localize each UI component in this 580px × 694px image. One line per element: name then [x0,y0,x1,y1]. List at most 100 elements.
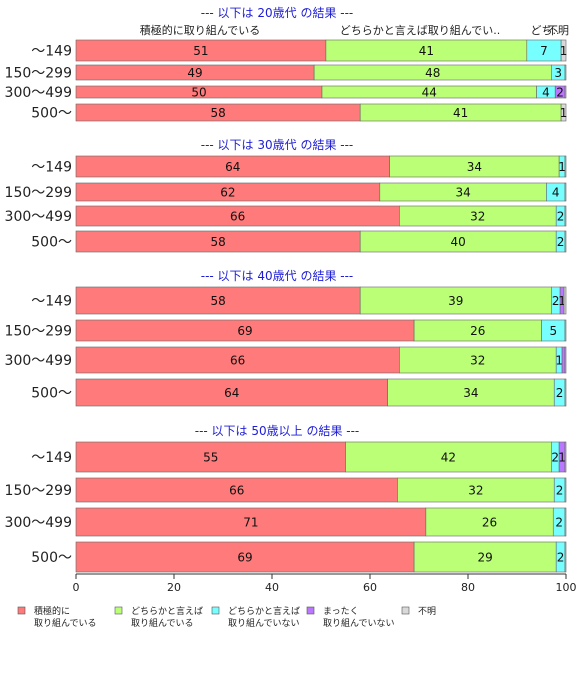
data-label: 51 [193,44,208,58]
column-header: どち.. [531,24,560,37]
bar-segment [397,477,555,503]
bar-segment [561,346,566,374]
panel-titles: --- 以下は 20歳代 の結果 --- --- 以下は 30歳代 の結果 ---… [195,6,360,438]
column-header: どちらかと言えば取り組んでい.. [340,24,500,37]
category-label: 300～499 [5,515,72,531]
category-label: ～149 [31,294,72,310]
data-label: 34 [467,160,482,174]
data-label: 69 [237,324,252,338]
data-label: 2 [557,551,565,565]
data-label: 58 [210,106,225,120]
bar-segment [413,541,557,573]
category-label: 500～ [31,386,72,402]
bar-segment [564,155,567,178]
bar-segment [560,39,567,62]
legend-label: 取り組んでいる [34,617,97,629]
data-label: 34 [463,386,478,400]
bar-segment [75,346,400,374]
data-label: 2 [556,484,564,498]
data-label: 66 [230,210,245,224]
data-label: 50 [191,86,206,100]
data-label: 64 [224,386,239,400]
data-label: 2 [556,86,564,100]
bar-segment [563,286,567,315]
x-tick-label: 20 [167,581,181,594]
data-label: 32 [468,484,483,498]
legend-swatch [17,606,26,615]
category-label: ～149 [31,450,72,466]
panel-title: --- 以下は 20歳代 の結果 --- [201,6,354,20]
bar-segment [425,507,554,537]
bar-segment [564,182,567,202]
column-headers: 積極的に取り組んでいる どちらかと言えば取り組んでい.. どち..不明 [140,23,569,37]
bar-segment [564,319,567,342]
data-label: 1 [558,160,566,174]
data-label: 2 [557,210,565,224]
data-label: 64 [225,160,240,174]
panel-title: --- 以下は 30歳代 の結果 --- [201,138,354,152]
bar-segment [564,230,567,253]
legend-label: どちらかと言えば [228,605,300,617]
data-label: 2 [552,294,560,308]
category-label: 150～299 [5,483,72,499]
bar-segment [75,441,346,473]
data-label: 55 [203,451,218,465]
bar-segment [564,64,567,81]
category-label: 300～499 [5,85,72,101]
x-tick-label: 60 [363,581,377,594]
data-label: 32 [470,210,485,224]
category-label: 500～ [31,235,72,251]
data-label: 42 [441,451,456,465]
data-label: 41 [453,106,468,120]
category-labels: ～149 150～299 300～499 500～ ～149 150～299 300～499… [5,44,72,567]
category-label: 150～299 [5,185,72,201]
bar-segment [75,286,361,315]
data-label: 40 [451,235,466,249]
data-label: 58 [210,235,225,249]
legend-swatch [306,606,315,615]
data-label: 58 [210,294,225,308]
category-label: ～149 [31,160,72,176]
category-label: ～149 [31,44,72,60]
bar-segment [359,286,552,315]
legend-swatch [211,606,220,615]
bar-segment [564,507,567,537]
bar-segment [564,378,567,407]
bar-segment [564,346,567,374]
data-label: 1 [558,451,566,465]
column-header: 積極的に取り組んでいる [140,23,260,37]
bar-segment [75,378,388,407]
data-label: 48 [425,66,440,80]
legend-label: どちらかと言えば [131,605,203,617]
data-label: 1 [558,294,566,308]
data-label: 49 [187,66,202,80]
data-label: 34 [455,186,470,200]
legend: 積極的に取り組んでいるどちらかと言えば取り組んでいるどちらかと言えば取り組んでい… [17,605,436,629]
bars: 51 41 7 149 48 350 44 4 258 41 164 34 162 34 466 32 258 4… [75,39,568,573]
data-label: 41 [419,44,434,58]
bar-segment [564,85,567,99]
legend-label: 取り組んでいない [228,617,300,629]
data-label: 44 [422,86,437,100]
panel-title: --- 以下は 40歳代 の結果 --- [201,269,354,283]
bar-segment [564,477,567,503]
legend-label: 不明 [418,606,436,617]
bar-segment [75,541,415,573]
legend-label: 取り組んでいる [131,617,194,629]
panel-title: --- 以下は 50歳以上 の結果 --- [195,424,360,438]
x-tick-label: 100 [556,581,577,594]
category-label: 150～299 [5,66,72,82]
data-label: 1 [560,44,568,58]
data-label: 29 [478,551,493,565]
data-label: 32 [470,354,485,368]
data-label: 2 [555,516,563,530]
x-tick-label: 40 [265,581,279,594]
legend-swatch [401,606,410,615]
data-label: 2 [557,235,565,249]
data-label: 1 [555,354,563,368]
data-label: 7 [540,44,548,58]
category-label: 300～499 [5,353,72,369]
